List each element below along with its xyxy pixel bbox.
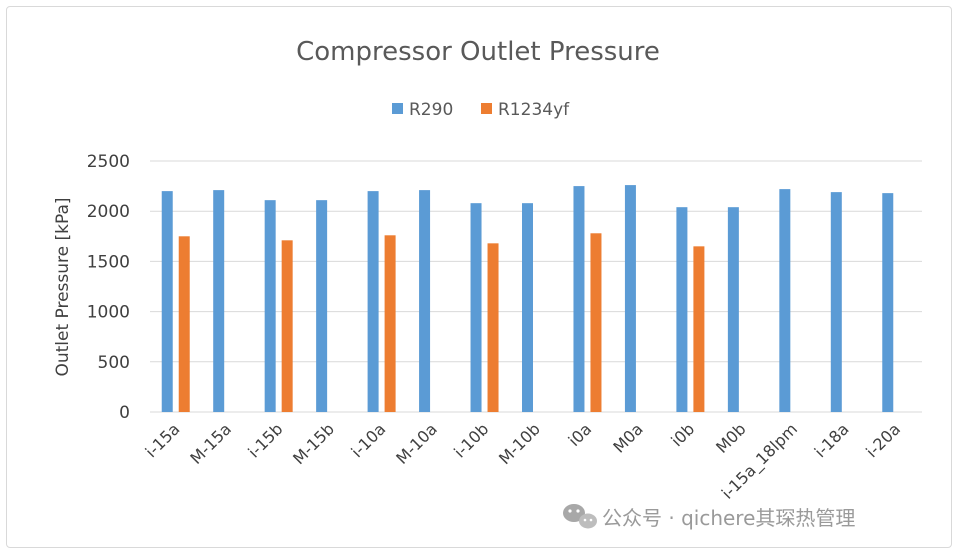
y-tick-label: 1500 (87, 252, 130, 272)
bar-r290-i0a (573, 186, 585, 412)
y-tick-label: 500 (98, 353, 130, 373)
chart-title: Compressor Outlet Pressure (296, 37, 660, 67)
bar-r290-i-10a (367, 191, 379, 412)
wechat-icon (563, 504, 597, 529)
x-tick-label: M-10a (392, 419, 441, 468)
legend-label-r1234yf: R1234yf (498, 100, 570, 120)
bar-r290-i-18a (830, 192, 842, 412)
bar-r290-i-10b (470, 203, 482, 412)
y-tick-label: 1000 (87, 303, 130, 323)
bar-r290-M-15b (316, 200, 328, 412)
x-tick-label: M-10b (495, 419, 544, 468)
bar-r290-i-15a_18lpm (779, 189, 791, 412)
x-tick-label: M-15a (186, 419, 235, 468)
legend-label-r290: R290 (409, 100, 453, 120)
bar-r290-i-15a (161, 191, 173, 412)
legend: R290 R1234yf (392, 100, 570, 120)
legend-swatch-r1234yf (481, 103, 492, 114)
legend-swatch-r290 (392, 103, 403, 114)
bar-r1234yf-i-15a (178, 236, 190, 412)
bar-r1234yf-i0b (693, 246, 705, 412)
bar-r1234yf-i-15b (281, 240, 293, 412)
watermark-text: 公众号 · qichere其琛热管理 (602, 506, 855, 530)
bar-r290-i0b (676, 207, 688, 412)
bar-r290-M0a (624, 185, 636, 412)
bar-r290-M-10a (419, 190, 431, 412)
x-tick-label: i-15b (244, 419, 286, 461)
x-tick-label: M0b (712, 419, 750, 457)
bar-r290-i-20a (882, 193, 894, 412)
bars (161, 185, 894, 412)
bar-r290-i-15b (264, 200, 276, 412)
gridlines (150, 160, 922, 413)
bar-r290-M-10b (522, 203, 533, 412)
bar-r290-M-15a (213, 190, 225, 412)
bar-r1234yf-i0a (590, 233, 602, 412)
x-tick-label: M-15b (289, 419, 338, 468)
x-tick-label: i0b (667, 419, 698, 450)
y-axis-label: Outlet Pressure [kPa] (53, 197, 73, 376)
x-axis-ticks: i-15a M-15a i-15b M-15b i-10a M-10a i-10b M-10b… (142, 419, 905, 503)
x-tick-label: i-10b (450, 419, 492, 461)
watermark: 公众号 · qichere其琛热管理 (563, 504, 855, 530)
x-tick-label: i-18a (811, 419, 853, 461)
y-tick-label: 2500 (87, 152, 130, 172)
y-axis-ticks: 0 500 1000 1500 2000 2500 (87, 152, 130, 423)
x-tick-label: M0a (609, 419, 646, 456)
y-tick-label: 2000 (87, 202, 130, 222)
x-tick-label: i0a (565, 419, 596, 450)
x-tick-label: i-10a (347, 419, 389, 461)
bar-r290-M0b (727, 207, 739, 412)
bar-r1234yf-i-10b (487, 243, 499, 412)
x-tick-label: i-20a (862, 419, 904, 461)
bar-r1234yf-i-10a (384, 235, 396, 412)
y-tick-label: 0 (119, 403, 130, 423)
x-tick-label: i-15a (142, 419, 184, 461)
